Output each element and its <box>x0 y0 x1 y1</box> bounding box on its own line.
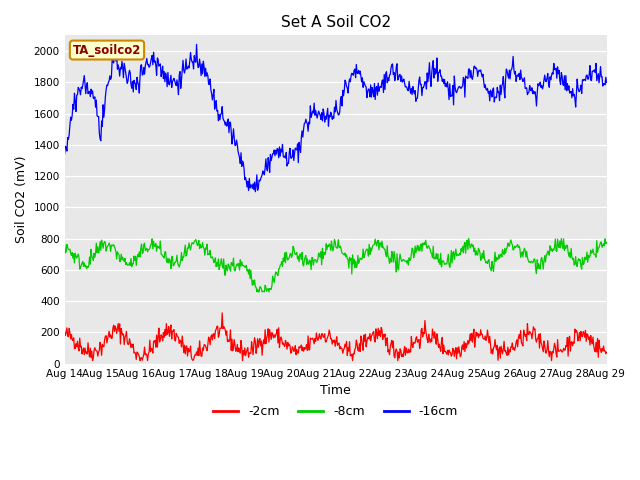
-16cm <box>419 84 426 90</box>
Line: -8cm: -8cm <box>65 239 607 292</box>
Legend: -2cm, -8cm, -16cm: -2cm, -8cm, -16cm <box>208 400 463 423</box>
-2cm <box>419 334 426 340</box>
-16cm <box>403 84 411 90</box>
Y-axis label: Soil CO2 (mV): Soil CO2 (mV) <box>15 156 28 243</box>
-16cm <box>61 151 68 156</box>
-2cm <box>61 330 68 336</box>
Text: TA_soilco2: TA_soilco2 <box>73 44 141 57</box>
-2cm <box>89 358 97 363</box>
-2cm <box>603 349 611 355</box>
-8cm <box>210 260 218 265</box>
Title: Set A Soil CO2: Set A Soil CO2 <box>280 15 390 30</box>
-8cm <box>61 241 68 247</box>
-16cm <box>193 41 200 47</box>
-2cm <box>218 310 226 316</box>
X-axis label: Time: Time <box>320 384 351 397</box>
-16cm <box>126 70 134 76</box>
-16cm <box>603 80 611 85</box>
-2cm <box>403 349 411 355</box>
-8cm <box>418 248 426 254</box>
-16cm <box>70 90 78 96</box>
-2cm <box>70 346 78 351</box>
Line: -2cm: -2cm <box>65 313 607 360</box>
-2cm <box>211 336 218 341</box>
-8cm <box>465 236 472 241</box>
-8cm <box>603 240 611 246</box>
Line: -16cm: -16cm <box>65 44 607 192</box>
-2cm <box>182 344 190 349</box>
-8cm <box>253 289 260 295</box>
-8cm <box>126 263 134 268</box>
-8cm <box>403 258 410 264</box>
-16cm <box>252 189 259 194</box>
-16cm <box>211 106 218 112</box>
-2cm <box>127 345 135 351</box>
-8cm <box>70 260 78 266</box>
-8cm <box>181 242 189 248</box>
-16cm <box>181 66 189 72</box>
